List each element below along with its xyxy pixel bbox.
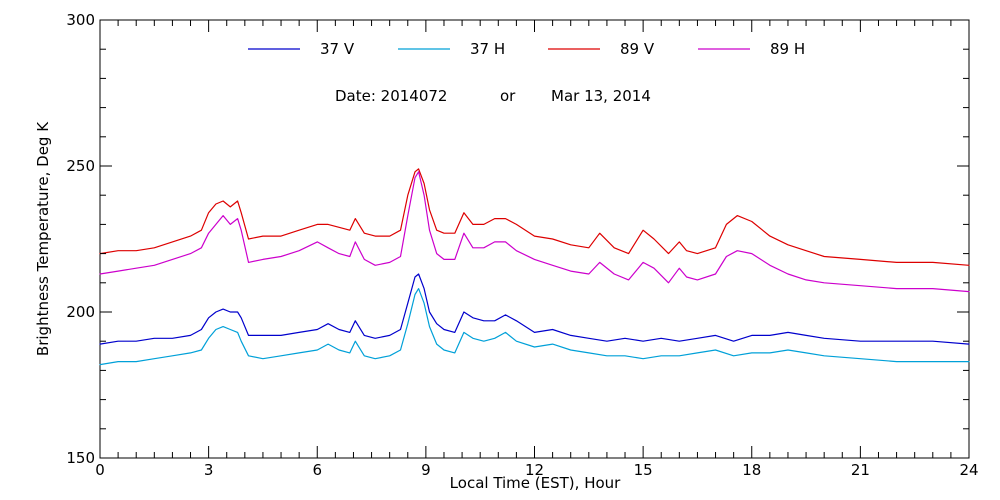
y-tick-label: 150 [66, 449, 95, 467]
date-connector: or [500, 87, 516, 105]
date-text: Mar 13, 2014 [551, 87, 651, 105]
series-layer [99, 168, 970, 366]
series-line-1 [99, 273, 970, 345]
tick-layer [99, 19, 970, 459]
x-tick-label: 12 [525, 461, 544, 479]
x-tick-label: 0 [95, 461, 105, 479]
legend-label-2: 37 H [470, 40, 505, 58]
y-tick-label: 250 [66, 157, 95, 175]
x-tick-label: 21 [851, 461, 870, 479]
x-axis-label: Local Time (EST), Hour [450, 474, 621, 492]
x-tick-label: 15 [634, 461, 653, 479]
y-tick-label: 300 [66, 11, 95, 29]
legend-label-4: 89 H [770, 40, 805, 58]
y-axis-label: Brightness Temperature, Deg K [34, 121, 52, 356]
x-tick-label: 3 [204, 461, 214, 479]
series-line-2 [99, 288, 970, 366]
series-line-3 [99, 168, 970, 266]
y-tick-label: 200 [66, 303, 95, 321]
legend-label-3: 89 V [620, 40, 655, 58]
x-tick-label: 6 [312, 461, 322, 479]
plot-frame [99, 19, 970, 459]
date-label: Date: 2014072 [335, 87, 447, 105]
x-tick-label: 9 [421, 461, 431, 479]
tick-label-layer: 0 3 6 9 12 15 18 21 24 150 200 250 300 [66, 11, 978, 479]
x-tick-label: 24 [959, 461, 978, 479]
series-line-4 [99, 171, 970, 293]
legend: 37 V 37 H 89 V 89 H [248, 40, 805, 58]
legend-label-1: 37 V [320, 40, 355, 58]
x-tick-label: 18 [742, 461, 761, 479]
